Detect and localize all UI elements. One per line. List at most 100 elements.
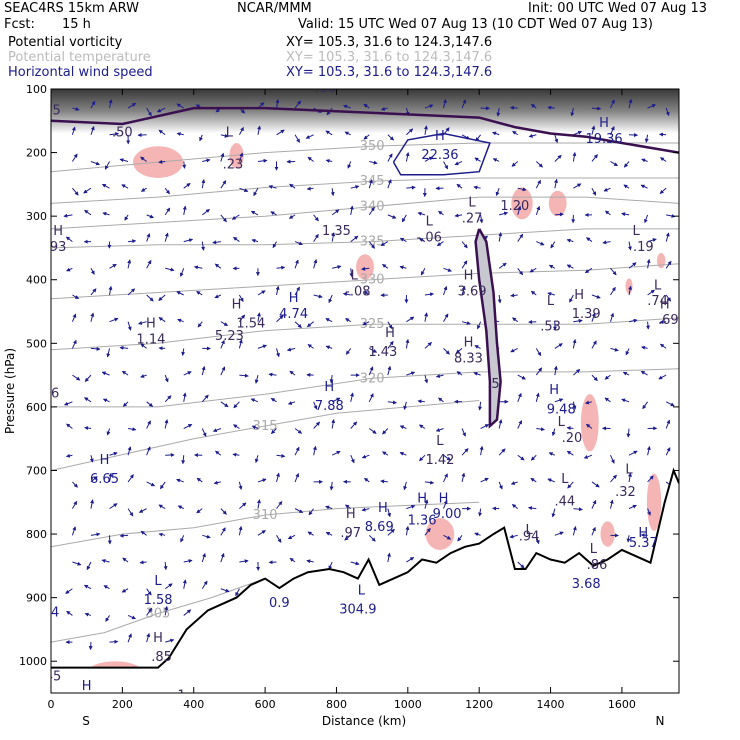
- annotation-label: .94: [519, 529, 540, 544]
- jet-contour: [392, 132, 491, 176]
- wind-vector: [442, 98, 447, 109]
- wind-vector: [623, 161, 630, 168]
- wind-vector: [140, 187, 147, 192]
- theta-label-330: 330: [360, 273, 385, 288]
- wind-vector: [602, 240, 611, 245]
- annotation-label: H: [638, 526, 648, 541]
- wind-vector: [473, 185, 481, 190]
- wind-vector: [406, 128, 414, 136]
- wind-vector: [517, 561, 525, 569]
- annotation-label: H: [660, 297, 670, 312]
- wind-vector: [387, 508, 392, 518]
- wind-vector: [586, 237, 593, 242]
- wind-vector: [183, 238, 194, 243]
- wind-vector: [435, 428, 444, 432]
- annotation-label: .5: [487, 377, 499, 392]
- wind-vector: [443, 454, 451, 461]
- wind-vector: [424, 374, 429, 384]
- wind-vector: [84, 374, 92, 382]
- wind-vector: [65, 453, 73, 458]
- wind-vector: [547, 292, 555, 296]
- y-axis-label: Pressure (hPa): [3, 348, 17, 434]
- wind-vector: [474, 345, 481, 349]
- wind-vector: [183, 559, 193, 563]
- wind-vector: [530, 290, 537, 296]
- wind-vector: [289, 557, 296, 563]
- wind-vector: [101, 183, 110, 189]
- wind-vector: [368, 241, 375, 249]
- wind-vector: [331, 450, 341, 456]
- wind-vector: [647, 475, 654, 483]
- wind-vector: [90, 476, 98, 483]
- annotation-label: .85: [151, 650, 172, 665]
- annotation-label: L: [561, 472, 569, 487]
- wind-vector: [313, 259, 318, 269]
- annotation-label: .45: [41, 669, 62, 684]
- wind-vector: [101, 371, 110, 376]
- wind-vector: [90, 288, 97, 296]
- wind-vector: [461, 285, 466, 296]
- wind-vector: [665, 294, 672, 302]
- wind-vector: [517, 205, 522, 216]
- theta-label-345: 345: [360, 174, 385, 189]
- wind-vector: [418, 424, 426, 429]
- wind-vector: [63, 401, 73, 406]
- wind-vector: [572, 151, 577, 162]
- wind-vector: [584, 267, 593, 274]
- annotation-label: .20: [562, 431, 583, 446]
- wind-vector: [622, 371, 630, 376]
- wind-vector: [128, 239, 137, 244]
- wind-vector: [554, 178, 558, 189]
- wind-vector: [510, 481, 518, 485]
- wind-vector: [362, 321, 370, 326]
- wind-vector: [659, 187, 667, 194]
- wind-vector: [158, 129, 166, 136]
- wind-vector: [276, 315, 284, 323]
- wind-vector: [286, 347, 296, 352]
- wind-vector: [325, 531, 333, 536]
- wind-vector: [160, 481, 166, 490]
- wind-vector: [72, 374, 81, 381]
- wind-vector: [307, 156, 314, 162]
- wind-vector: [530, 103, 537, 109]
- wind-vector: [342, 292, 351, 297]
- wind-vector: [517, 187, 527, 192]
- wind-vector: [406, 557, 415, 563]
- wind-vector: [566, 238, 574, 243]
- wind-vector: [387, 179, 392, 189]
- wind-vector: [288, 214, 296, 219]
- wind-vector: [368, 428, 377, 434]
- wind-vector: [276, 348, 280, 358]
- annotation-label: 1.39: [572, 307, 601, 322]
- annotation-label: 5.37: [629, 536, 658, 551]
- wind-vector: [517, 454, 525, 461]
- wind-vector: [535, 179, 541, 189]
- annotation-label: H: [385, 326, 395, 341]
- annotation-label: L: [358, 583, 366, 598]
- wind-vector: [183, 423, 193, 429]
- wind-vector: [536, 241, 545, 246]
- annotation-label: L: [633, 224, 641, 239]
- wind-vector: [554, 343, 563, 349]
- wind-vector: [604, 397, 611, 403]
- theta-label-340: 340: [360, 200, 385, 215]
- wind-vector: [325, 158, 333, 163]
- pv-shade-patch: [600, 521, 615, 547]
- annotation-label: 304.9: [339, 603, 376, 618]
- wind-vector: [457, 535, 463, 542]
- wind-vector: [573, 369, 581, 376]
- wind-vector: [238, 126, 244, 136]
- wind-vector: [641, 345, 648, 350]
- wind-vector: [331, 397, 341, 403]
- wind-vector: [294, 472, 300, 483]
- pv-shade-patch: [656, 253, 666, 269]
- wind-vector: [146, 588, 152, 596]
- wind-vector: [257, 530, 266, 536]
- annotation-label: 8.69: [365, 520, 394, 535]
- wind-vector: [658, 132, 667, 137]
- annotation-label: 22.36: [421, 148, 458, 163]
- wind-vector: [332, 265, 342, 269]
- wind-vector: [554, 531, 564, 536]
- annotation-label: 1.43: [368, 345, 397, 360]
- wind-vector: [443, 534, 452, 540]
